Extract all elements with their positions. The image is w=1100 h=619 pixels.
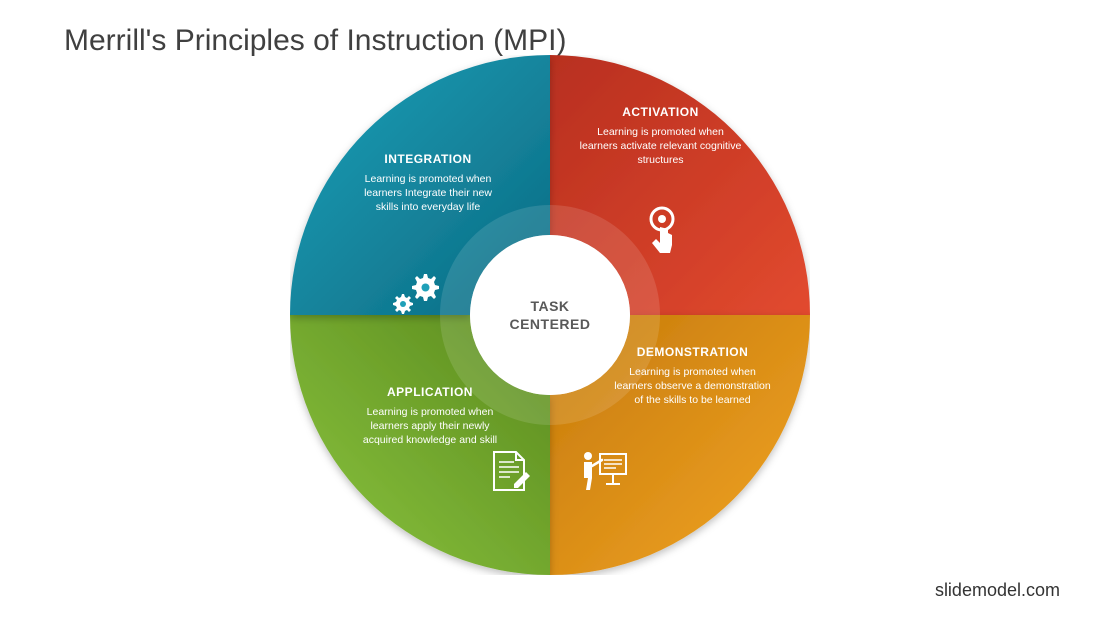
demonstration-desc: Learning is promoted when learners obser… (610, 365, 775, 408)
demonstration-text: DEMONSTRATION Learning is promoted when … (610, 345, 775, 408)
application-title: APPLICATION (350, 385, 510, 399)
center-hub: TASKCENTERED (470, 235, 630, 395)
presenter-icon (580, 450, 628, 492)
demonstration-title: DEMONSTRATION (610, 345, 775, 359)
gears-icon (390, 270, 444, 316)
document-icon (490, 450, 530, 494)
integration-desc: Learning is promoted when learners Integ… (353, 172, 503, 215)
touch-icon (640, 205, 684, 257)
activation-text: ACTIVATION Learning is promoted when lea… (578, 105, 743, 168)
application-desc: Learning is promoted when learners apply… (350, 405, 510, 448)
attribution: slidemodel.com (935, 580, 1060, 601)
mpi-wheel: TASKCENTERED ACTIVATION Learning is prom… (290, 55, 810, 575)
activation-title: ACTIVATION (578, 105, 743, 119)
integration-text: INTEGRATION Learning is promoted when le… (353, 152, 503, 215)
slide-title: Merrill's Principles of Instruction (MPI… (64, 24, 567, 58)
center-label: TASKCENTERED (509, 297, 590, 333)
application-text: APPLICATION Learning is promoted when le… (350, 385, 510, 448)
integration-title: INTEGRATION (353, 152, 503, 166)
activation-desc: Learning is promoted when learners activ… (578, 125, 743, 168)
